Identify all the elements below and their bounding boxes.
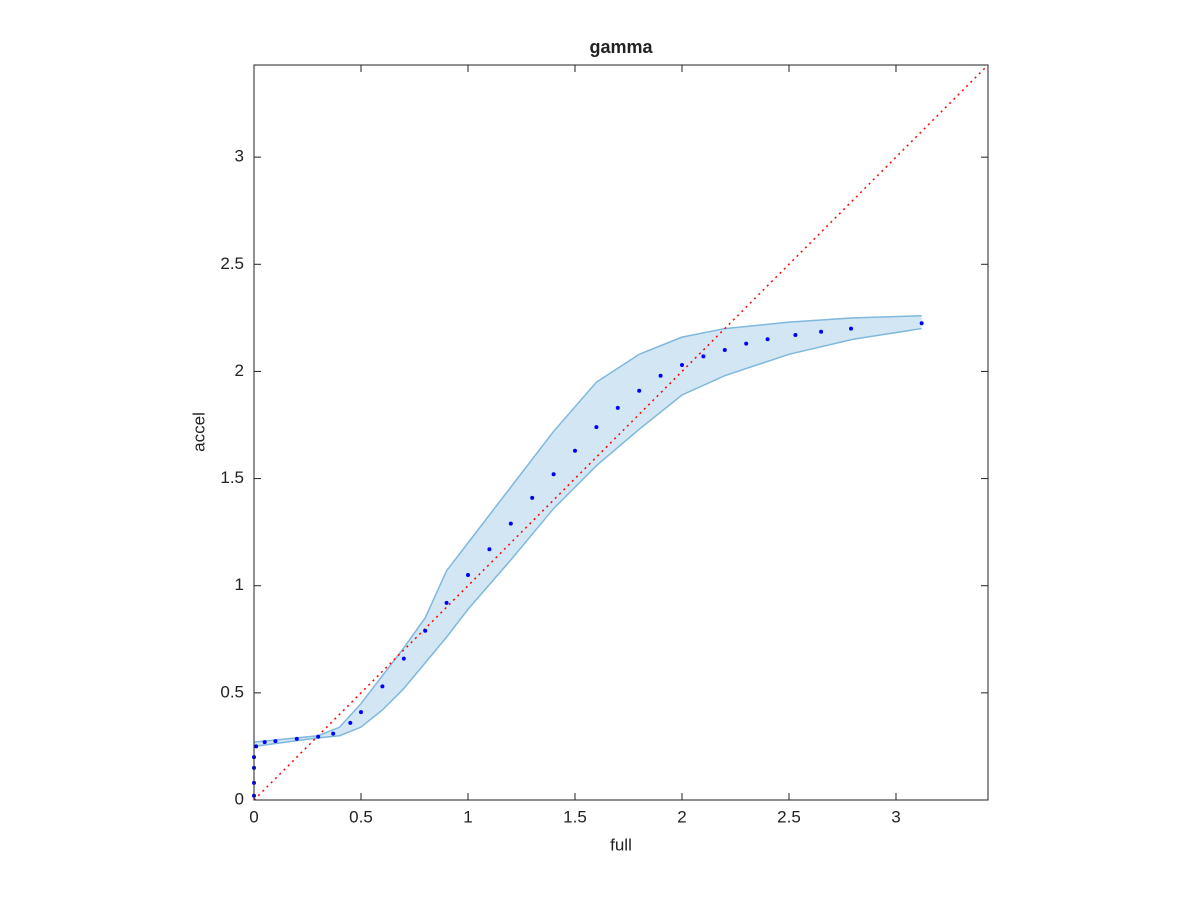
point: [819, 329, 824, 334]
point: [380, 684, 385, 689]
point: [487, 547, 492, 552]
chart-title: gamma: [589, 37, 653, 57]
band-lower: [253, 327, 922, 748]
x-tick-label: 3: [891, 807, 900, 826]
x-tick-label: 2.5: [777, 807, 801, 826]
x-tick-label: 1.5: [563, 807, 587, 826]
point: [331, 731, 336, 736]
y-tick-label: 0.5: [220, 682, 244, 701]
band-upper: [253, 314, 922, 743]
y-tick-label: 3: [235, 147, 244, 166]
x-tick-label: 0: [249, 807, 258, 826]
point: [793, 333, 798, 337]
point: [508, 521, 513, 526]
x-tick-label: 0.5: [349, 807, 373, 826]
point: [294, 736, 299, 741]
y-tick-label: 2.5: [220, 254, 244, 273]
point: [615, 405, 620, 410]
point: [637, 388, 642, 393]
point: [348, 720, 353, 725]
point: [530, 495, 535, 500]
point: [444, 600, 449, 605]
point: [679, 363, 684, 367]
band-area: [254, 315, 922, 747]
point: [465, 573, 470, 577]
y-tick-label: 1.5: [220, 468, 244, 487]
point: [658, 373, 663, 378]
point: [722, 348, 727, 352]
point: [401, 656, 406, 661]
point: [849, 326, 854, 331]
point: [262, 740, 267, 745]
point: [551, 472, 556, 477]
point: [254, 744, 259, 749]
x-axis-label: full: [610, 835, 632, 854]
y-tick-label: 0: [235, 789, 244, 808]
point: [273, 739, 278, 744]
point: [423, 628, 428, 633]
axes-box: [253, 64, 989, 801]
reference-line: [253, 64, 989, 801]
point: [701, 354, 706, 359]
y-tick-label: 1: [235, 575, 244, 594]
y-tick-label: 2: [235, 361, 244, 380]
point: [316, 734, 321, 739]
point: [919, 321, 924, 326]
y-axis-label: accel: [189, 412, 208, 452]
x-tick-label: 2: [677, 807, 686, 826]
x-tick-label: 1: [463, 807, 472, 826]
point: [744, 341, 749, 346]
point: [572, 448, 577, 453]
point: [358, 710, 363, 715]
point: [765, 337, 770, 342]
point: [594, 425, 599, 430]
